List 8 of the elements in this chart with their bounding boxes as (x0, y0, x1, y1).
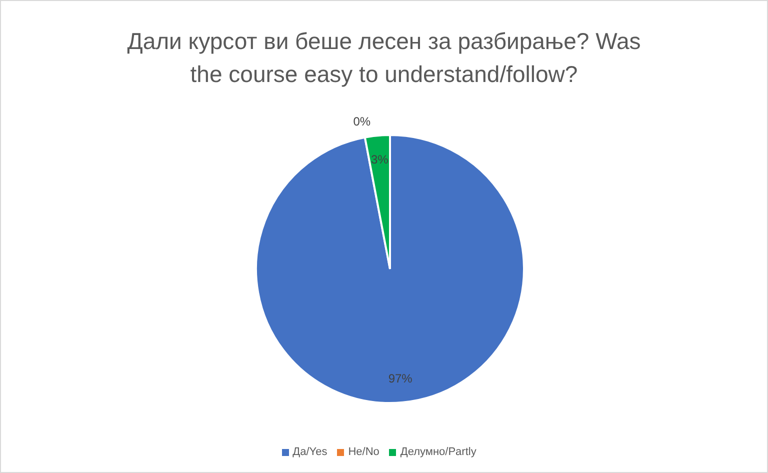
legend-label: Делумно/Partly (400, 446, 476, 458)
legend-label: Не/No (348, 446, 380, 458)
data-label: 3% (370, 152, 389, 167)
text: 0% (353, 114, 371, 129)
data-label: 97% (388, 371, 413, 386)
pie-slice (255, 134, 525, 404)
legend-label: Да/Yes (292, 446, 328, 458)
chart-title: Дали курсот ви беше лесен за разбирање? Was the course easy to understand/follow? (126, 27, 642, 89)
